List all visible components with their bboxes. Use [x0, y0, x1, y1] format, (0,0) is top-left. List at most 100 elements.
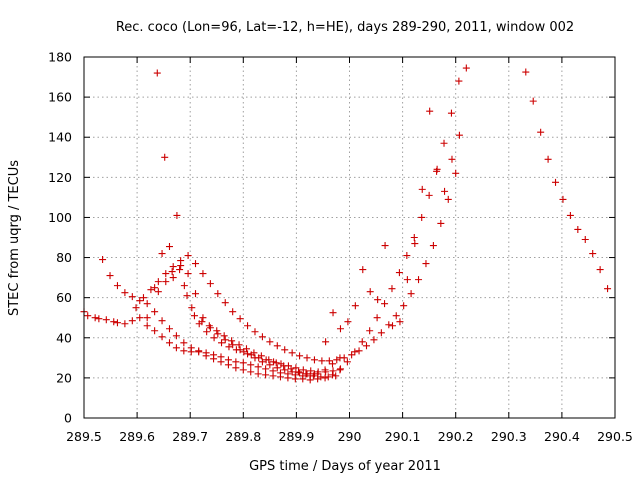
data-point: [165, 243, 173, 251]
chart-title: Rec. coco (Lon=96, Lat=-12, h=HE), days …: [116, 20, 574, 35]
data-point: [276, 373, 284, 381]
data-point: [225, 343, 233, 351]
data-point: [143, 314, 151, 322]
data-point: [348, 351, 356, 359]
data-point: [199, 270, 207, 278]
y-tick-label: 20: [56, 370, 72, 385]
data-point: [589, 250, 597, 258]
data-point: [206, 324, 214, 332]
data-point: [574, 225, 582, 233]
data-point: [218, 339, 226, 347]
data-point: [455, 131, 463, 139]
data-point: [195, 348, 203, 356]
data-point: [265, 356, 273, 364]
data-point: [448, 155, 456, 163]
data-point: [566, 211, 574, 219]
data-point: [210, 355, 218, 363]
data-point: [165, 325, 173, 333]
data-point: [239, 366, 247, 374]
data-point: [522, 68, 530, 76]
data-point: [158, 250, 166, 258]
data-point: [385, 321, 393, 329]
data-point: [318, 357, 326, 365]
data-point: [269, 372, 277, 380]
data-point: [381, 242, 389, 250]
data-point: [400, 302, 408, 310]
data-point: [235, 341, 243, 349]
data-points: [80, 64, 612, 384]
data-point: [306, 376, 314, 384]
data-point: [310, 370, 318, 378]
data-point: [113, 282, 121, 290]
data-point: [154, 288, 162, 296]
data-point: [258, 358, 266, 366]
data-point: [151, 308, 159, 316]
data-point: [257, 352, 265, 360]
data-point: [407, 290, 415, 298]
y-tick-label: 160: [48, 90, 72, 105]
data-point: [388, 285, 396, 293]
data-point: [373, 314, 381, 322]
data-point: [425, 191, 433, 199]
data-point: [604, 285, 612, 293]
data-point: [366, 327, 374, 335]
data-point: [392, 312, 400, 320]
y-tick-label: 40: [56, 330, 72, 345]
axis-ticks: [83, 56, 616, 419]
data-point: [370, 336, 378, 344]
data-point: [151, 284, 159, 292]
data-point: [340, 354, 348, 362]
data-point: [336, 325, 344, 333]
data-point: [151, 327, 159, 335]
data-point: [266, 361, 274, 369]
data-point: [202, 352, 210, 360]
data-point: [410, 234, 418, 241]
data-point: [336, 365, 344, 373]
data-point: [244, 322, 252, 330]
data-point: [262, 371, 270, 379]
data-point: [415, 276, 423, 284]
data-point: [214, 290, 222, 298]
data-point: [244, 350, 252, 358]
data-point: [366, 288, 374, 296]
data-point: [162, 270, 170, 278]
x-tick-label: 290.1: [385, 429, 421, 444]
data-point: [596, 266, 604, 274]
data-point: [184, 252, 192, 260]
data-point: [158, 317, 166, 325]
data-point: [254, 370, 262, 378]
data-point: [273, 364, 281, 372]
data-point: [321, 374, 329, 382]
data-point: [236, 346, 244, 354]
y-tick-label: 120: [48, 170, 72, 185]
data-point: [272, 359, 280, 367]
data-point: [389, 322, 397, 330]
y-tick-label: 0: [64, 411, 72, 426]
data-point: [314, 368, 322, 376]
data-point: [344, 318, 352, 326]
y-tick-label: 80: [56, 250, 72, 265]
data-point: [273, 342, 281, 350]
data-point: [287, 365, 295, 373]
data-point: [247, 361, 255, 369]
data-point: [581, 236, 589, 244]
data-point: [329, 360, 337, 368]
data-point: [224, 361, 232, 369]
x-tick-label: 289.5: [66, 429, 102, 444]
data-point: [154, 278, 162, 286]
x-tick-label: 290.4: [544, 429, 580, 444]
data-point: [322, 368, 330, 376]
y-tick-label: 100: [48, 210, 72, 225]
data-point: [422, 260, 430, 268]
data-point: [329, 367, 337, 375]
data-point: [447, 109, 455, 117]
data-point: [247, 368, 255, 376]
data-point: [210, 334, 218, 342]
data-point: [295, 368, 303, 376]
x-tick-label: 290.3: [491, 429, 527, 444]
data-point: [429, 242, 437, 250]
data-point: [99, 256, 107, 264]
x-tick-label: 290.2: [438, 429, 474, 444]
data-point: [168, 268, 176, 276]
